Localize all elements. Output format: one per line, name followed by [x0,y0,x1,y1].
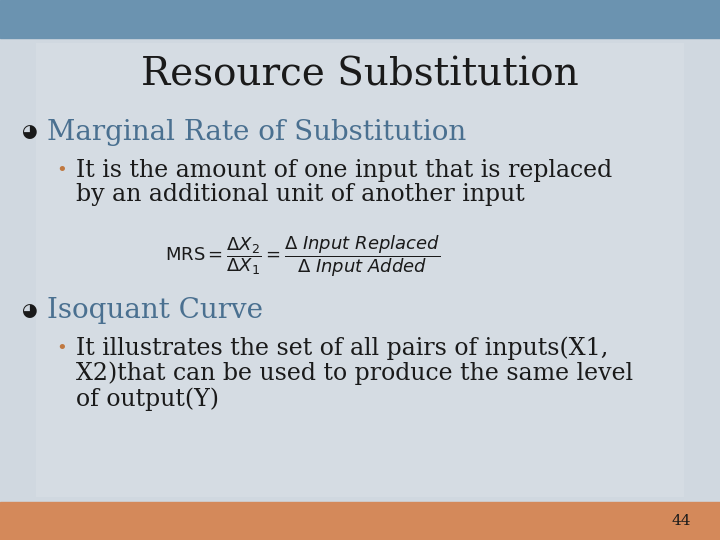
Bar [36,43,684,497]
Text: ◕: ◕ [21,123,37,141]
Text: •: • [56,161,66,179]
Text: It illustrates the set of all pairs of inputs(X1,: It illustrates the set of all pairs of i… [76,336,608,360]
Text: It is the amount of one input that is replaced: It is the amount of one input that is re… [76,159,612,181]
Text: by an additional unit of another input: by an additional unit of another input [76,183,524,206]
Text: Isoquant Curve: Isoquant Curve [47,297,263,324]
Text: X2)that can be used to produce the same level: X2)that can be used to produce the same … [76,362,633,386]
Text: $\mathregular{MRS} = \dfrac{\Delta X_2}{\Delta X_1} = \dfrac{\Delta\ Input\ Repl: $\mathregular{MRS} = \dfrac{\Delta X_2}{… [165,234,440,279]
Text: Resource Substitution: Resource Substitution [141,57,579,94]
Bar [0,502,720,540]
Text: ◕: ◕ [21,301,37,320]
Bar [0,0,720,38]
Text: •: • [56,339,66,357]
Text: 44: 44 [672,514,691,528]
Text: of output(Y): of output(Y) [76,387,219,411]
Text: Marginal Rate of Substitution: Marginal Rate of Substitution [47,119,466,146]
